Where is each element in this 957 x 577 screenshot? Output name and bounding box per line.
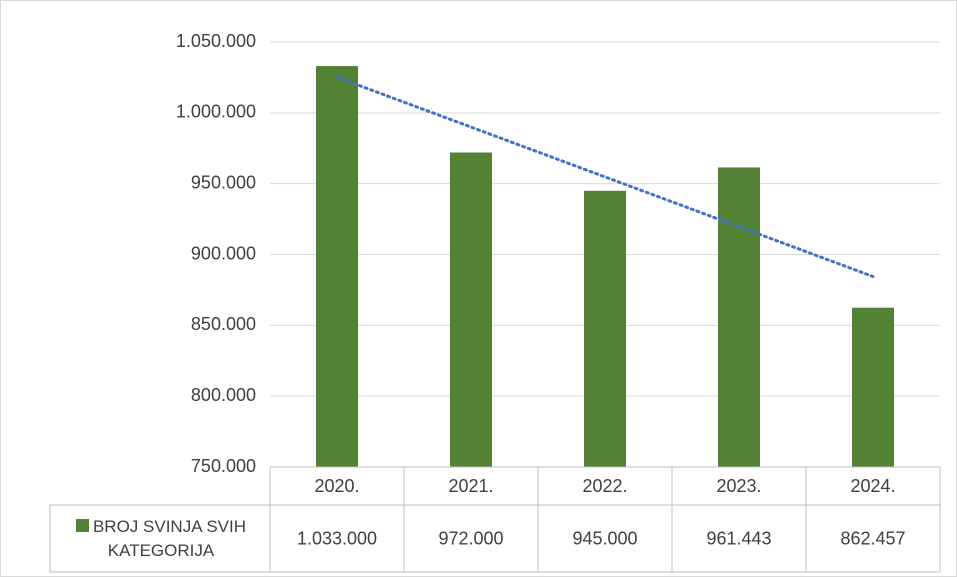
y-tick-label: 950.000 <box>191 172 256 192</box>
y-tick-label: 750.000 <box>191 456 256 476</box>
x-tick-label: 2024. <box>850 476 895 496</box>
x-tick-label: 2021. <box>448 476 493 496</box>
y-tick-label: 1.000.000 <box>176 102 256 122</box>
y-tick-label: 800.000 <box>191 385 256 405</box>
x-tick-label: 2022. <box>582 476 627 496</box>
bar <box>584 190 626 467</box>
y-tick-label: 900.000 <box>191 243 256 263</box>
legend-key <box>75 519 89 532</box>
y-tick-label: 850.000 <box>191 314 256 334</box>
data-label: 862.457 <box>840 528 905 548</box>
trendline <box>335 75 875 279</box>
bar <box>718 167 760 467</box>
bar <box>450 152 492 467</box>
data-label: 945.000 <box>572 528 637 548</box>
bar <box>316 66 358 467</box>
data-label: 961.443 <box>706 528 771 548</box>
data-label: 972.000 <box>438 528 503 548</box>
legend-entry: BROJ SVINJA SVIH KATEGORIJA <box>56 507 266 571</box>
y-tick-label: 1.050.000 <box>176 31 256 51</box>
data-label: 1.033.000 <box>297 528 377 548</box>
x-tick-label: 2023. <box>716 476 761 496</box>
x-tick-label: 2020. <box>314 476 359 496</box>
legend-label: BROJ SVINJA SVIH KATEGORIJA <box>92 517 247 560</box>
bar <box>852 307 894 467</box>
